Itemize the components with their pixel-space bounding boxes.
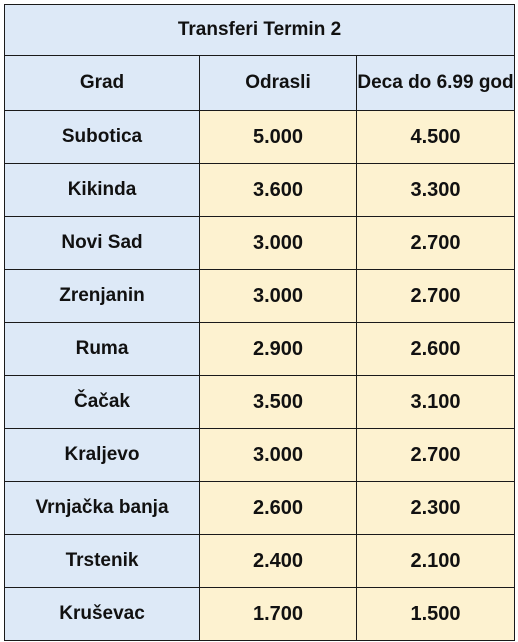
table-row: Vrnjačka banja 2.600 2.300: [4, 481, 516, 535]
table-row: Zrenjanin 3.000 2.700: [4, 269, 516, 323]
adults-price-cell: 3.500: [199, 375, 357, 429]
adults-price-cell: 3.000: [199, 216, 357, 270]
table-row: Kruševac 1.700 1.500: [4, 587, 516, 641]
adults-price-cell: 1.700: [199, 587, 357, 641]
table-row: Ruma 2.900 2.600: [4, 322, 516, 376]
table-row: Novi Sad 3.000 2.700: [4, 216, 516, 270]
column-header-children: Deca do 6.99 god: [355, 55, 516, 111]
adults-price-cell: 2.600: [199, 481, 357, 535]
table-row: Subotica 5.000 4.500: [4, 110, 516, 164]
table-row: Kikinda 3.600 3.300: [4, 163, 516, 217]
adults-price-cell: 5.000: [199, 110, 357, 164]
adults-price-cell: 2.400: [199, 534, 357, 588]
children-price-cell: 2.700: [355, 216, 516, 270]
table-header-row: Grad Odrasli Deca do 6.99 god: [4, 55, 516, 111]
table-row: Čačak 3.500 3.100: [4, 375, 516, 429]
children-price-cell: 2.600: [355, 322, 516, 376]
city-cell: Novi Sad: [4, 216, 200, 270]
children-price-cell: 1.500: [355, 587, 516, 641]
adults-price-cell: 2.900: [199, 322, 357, 376]
city-cell: Kraljevo: [4, 428, 200, 482]
children-price-cell: 2.700: [355, 269, 516, 323]
adults-price-cell: 3.600: [199, 163, 357, 217]
city-cell: Čačak: [4, 375, 200, 429]
children-price-cell: 2.100: [355, 534, 516, 588]
column-header-adults: Odrasli: [199, 55, 357, 111]
city-cell: Vrnjačka banja: [4, 481, 200, 535]
city-cell: Trstenik: [4, 534, 200, 588]
city-cell: Zrenjanin: [4, 269, 200, 323]
children-price-cell: 2.700: [355, 428, 516, 482]
transfer-price-table: Transferi Termin 2 Grad Odrasli Deca do …: [3, 4, 516, 641]
children-price-cell: 2.300: [355, 481, 516, 535]
adults-price-cell: 3.000: [199, 269, 357, 323]
children-price-cell: 4.500: [355, 110, 516, 164]
city-cell: Kruševac: [4, 587, 200, 641]
table-row: Kraljevo 3.000 2.700: [4, 428, 516, 482]
city-cell: Subotica: [4, 110, 200, 164]
column-header-city: Grad: [4, 55, 200, 111]
children-price-cell: 3.300: [355, 163, 516, 217]
children-price-cell: 3.100: [355, 375, 516, 429]
table-row: Trstenik 2.400 2.100: [4, 534, 516, 588]
city-cell: Kikinda: [4, 163, 200, 217]
transfer-price-table-container: Transferi Termin 2 Grad Odrasli Deca do …: [3, 4, 516, 641]
adults-price-cell: 3.000: [199, 428, 357, 482]
table-title-row: Transferi Termin 2: [3, 4, 516, 56]
city-cell: Ruma: [4, 322, 200, 376]
table-title: Transferi Termin 2: [3, 4, 516, 56]
